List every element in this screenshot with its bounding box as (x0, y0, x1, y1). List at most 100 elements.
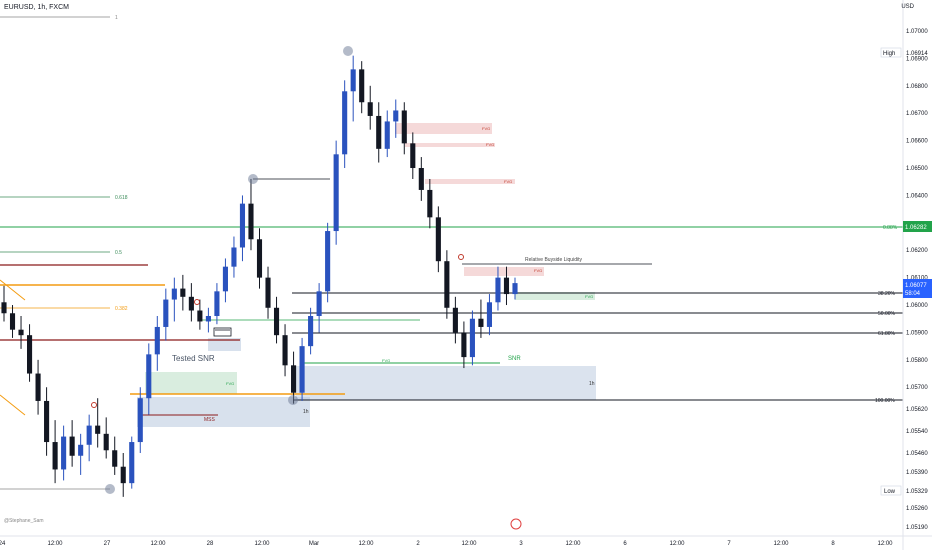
time-tick: 12:00 (669, 541, 685, 547)
low-tag-label: Low (884, 489, 896, 495)
candle-body (146, 354, 152, 399)
candle-body (214, 291, 220, 316)
candle-body (180, 288, 186, 297)
pin-marker (194, 299, 200, 305)
fvg-label-6: FVG (504, 179, 512, 184)
candle-body (69, 436, 75, 456)
candle-body (282, 335, 288, 366)
candle-body (231, 247, 237, 267)
orange-diag-1 (0, 279, 26, 301)
candle-body (26, 335, 33, 374)
snr-label: SNR (508, 356, 521, 362)
candle-body (112, 450, 118, 467)
orange-diag-2 (0, 394, 26, 416)
price-tick: 1.05460 (906, 451, 928, 457)
fib-label-0618: 0.618 (115, 195, 128, 201)
buyside-label: Relative Buyside Liquidity (525, 257, 582, 263)
last-price-badge (903, 279, 932, 298)
price-tick: 1.05190 (906, 525, 928, 531)
snr-box (213, 327, 232, 337)
fvg-zone-red-1 (395, 123, 492, 134)
time-tick: 28 (207, 541, 214, 547)
time-tick: 8 (831, 541, 835, 547)
pin-marker (458, 254, 464, 260)
candle-body (333, 154, 339, 232)
fvg-label-2: FVG (585, 294, 593, 299)
price-tick: 1.05260 (906, 506, 928, 512)
price-tick: 1.06600 (906, 139, 928, 145)
candle-body (291, 365, 297, 393)
candle-body (393, 110, 399, 122)
candle-body (367, 102, 373, 116)
candle-body (410, 143, 416, 169)
candle-body (342, 91, 348, 155)
candle-body (401, 110, 407, 144)
fvg-label-5: FVG (486, 142, 494, 147)
candle-body (35, 373, 41, 401)
snr-zone (208, 338, 241, 351)
fvg-zone-red-3 (425, 179, 515, 184)
candle-body (205, 315, 211, 322)
candle-body (503, 277, 510, 295)
high-tag (880, 47, 902, 58)
price-tick: 1.06700 (906, 111, 928, 117)
candle-body (486, 302, 493, 327)
liquidity-zone-1 (137, 397, 310, 427)
alert-icon (510, 518, 522, 530)
watermark: @Stephane_Sam (4, 518, 44, 524)
candle-body (350, 69, 356, 92)
candle-body (129, 442, 135, 484)
tf-label-2: 1h (589, 381, 595, 387)
time-tick: 2 (416, 541, 420, 547)
price-tick: 1.07000 (906, 29, 928, 35)
candle-body (495, 277, 501, 303)
time-tick: 12:00 (150, 541, 166, 547)
candle-body (103, 433, 109, 451)
time-tick: 3 (519, 541, 523, 547)
candle-body (137, 398, 143, 443)
candle-body (78, 444, 84, 456)
candle-body (256, 239, 263, 278)
time-tick: 27 (104, 541, 111, 547)
high-value: 1.06914 (906, 51, 928, 57)
time-tick: 6 (623, 541, 627, 547)
candle-body (469, 318, 475, 358)
candle-body (316, 291, 322, 316)
time-tick: 12:00 (358, 541, 374, 547)
candle-body (418, 168, 424, 190)
candle-body (452, 307, 458, 333)
swing-marker (248, 174, 258, 184)
liquidity-zone-2 (296, 366, 596, 400)
level-badge (903, 221, 932, 232)
level-label-500: 50.00% (878, 311, 896, 317)
time-tick: 12:00 (254, 541, 270, 547)
swing-marker (105, 484, 115, 494)
candle-body (376, 115, 382, 149)
price-tick: 1.06000 (906, 303, 928, 309)
level-label-088: 0.88% (883, 225, 898, 231)
candle-body (427, 189, 433, 218)
candle-body (299, 346, 305, 393)
symbol-header: EURUSD, 1h, FXCM (4, 4, 69, 11)
candle-body (359, 69, 365, 103)
time-tick: 12:00 (461, 541, 477, 547)
candle-body (44, 400, 50, 443)
low-value: 1.05329 (906, 489, 928, 495)
candle-body (52, 442, 58, 470)
fvg-label-4: FVG (482, 126, 490, 131)
candle-body (222, 266, 228, 292)
tested-snr-label: Tested SNR (172, 354, 215, 363)
candle-body (86, 425, 92, 445)
fvg-zone-green-1 (145, 372, 237, 394)
price-tick: 1.06100 (906, 276, 928, 282)
level-label-1000: 100.00% (875, 398, 895, 404)
time-tick: 12:00 (773, 541, 789, 547)
fib-label-1: 1 (115, 15, 118, 21)
time-tick: 24 (0, 541, 6, 547)
swing-marker (343, 46, 353, 56)
tf-label-1: 1h (303, 409, 309, 415)
price-tick: 1.05900 (906, 330, 928, 336)
candle-body (188, 296, 194, 311)
